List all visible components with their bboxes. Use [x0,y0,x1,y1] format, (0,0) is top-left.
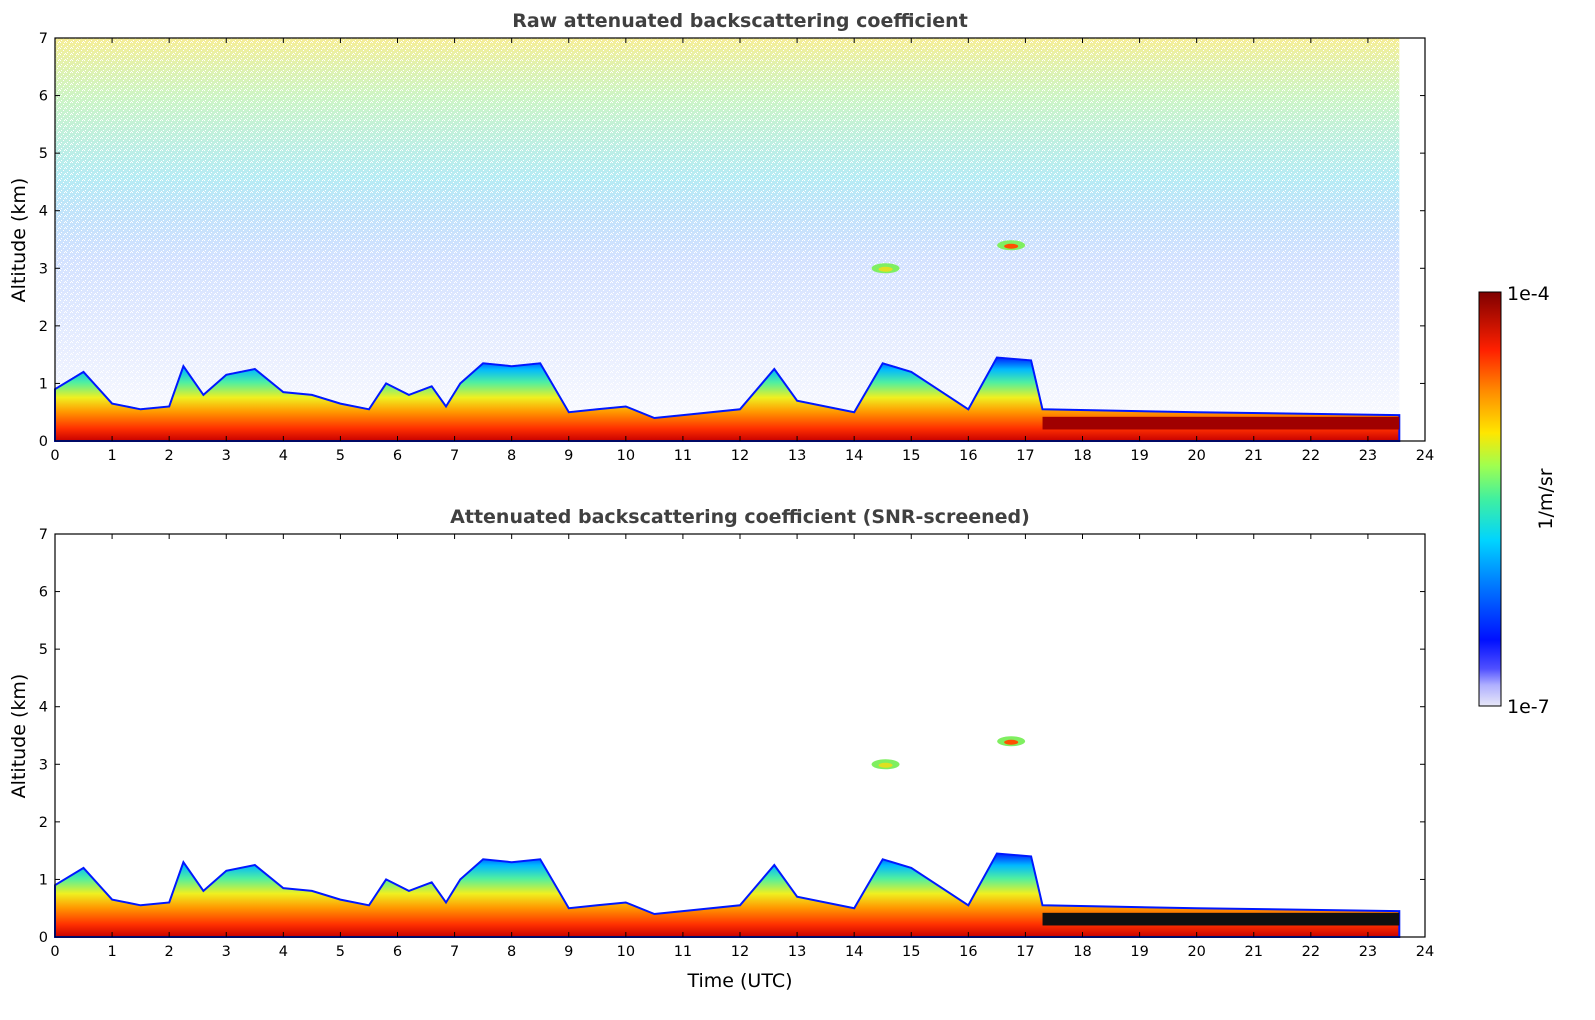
y-tick-label: 7 [39,527,48,543]
x-tick-label: 24 [1416,448,1434,464]
y-tick-label: 4 [39,700,48,716]
bottom-y-ticks: 0 1 2 3 4 5 6 7 [39,527,1425,946]
elevated-layer-core [878,762,893,768]
top-y-ticks: 0 1 2 3 4 5 6 7 [39,31,1425,450]
y-tick-label: 7 [39,31,48,47]
x-tick-label: 23 [1359,944,1377,960]
x-tick-label: 13 [788,944,806,960]
dense-aerosol-band [1042,416,1400,430]
top-x-ticks: 0 1 2 3 4 5 6 7 8 9 10 11 12 13 14 15 16 17 18 19 20 21 22 23 24 [50,38,1434,464]
top-chart-title: Raw attenuated backscattering coefficien… [512,10,968,32]
x-tick-label: 1 [107,944,116,960]
y-tick-label: 3 [39,757,48,773]
x-tick-label: 0 [50,448,59,464]
y-tick-label: 1 [39,872,48,888]
x-tick-label: 14 [845,448,863,464]
y-tick-label: 6 [39,89,48,105]
x-tick-label: 19 [1130,448,1148,464]
x-tick-label: 4 [279,448,288,464]
x-tick-label: 9 [564,448,573,464]
x-tick-label: 2 [165,944,174,960]
x-tick-label: 5 [336,448,345,464]
x-tick-label: 3 [222,448,231,464]
x-tick-label: 11 [674,448,692,464]
x-tick-label: 7 [450,448,459,464]
colorbar-min-label: 1e-7 [1507,696,1550,718]
colorbar-gradient [1478,291,1502,707]
colorbar-label: 1/m/sr [1535,468,1557,529]
bottom-x-ticks: 0 1 2 3 4 5 6 7 8 9 10 11 12 13 14 15 16 17 18 19 20 21 22 23 24 [50,534,1434,960]
colorbar-max-label: 1e-4 [1507,283,1550,305]
top-plot-area [54,38,1401,442]
x-tick-label: 12 [731,944,749,960]
x-tick-label: 21 [1245,944,1263,960]
x-tick-label: 17 [1016,448,1034,464]
top-y-axis-label: Altitude (km) [8,178,30,303]
y-tick-label: 6 [39,585,48,601]
x-tick-label: 2 [165,448,174,464]
dense-aerosol-band [1042,912,1400,926]
x-tick-label: 3 [222,944,231,960]
x-tick-label: 22 [1302,448,1320,464]
x-tick-label: 8 [507,448,516,464]
x-tick-label: 7 [450,944,459,960]
x-tick-label: 0 [50,944,59,960]
x-tick-label: 5 [336,944,345,960]
x-tick-label: 16 [959,944,977,960]
elevated-layer-core [1004,243,1019,249]
x-tick-label: 9 [564,944,573,960]
x-axis-label: Time (UTC) [686,970,792,992]
x-tick-label: 16 [959,448,977,464]
bottom-plot-area [54,736,1401,938]
y-tick-label: 0 [39,434,48,450]
elevated-layer-core [1004,739,1019,745]
x-tick-label: 23 [1359,448,1377,464]
x-tick-label: 18 [1073,944,1091,960]
x-tick-label: 4 [279,944,288,960]
x-tick-label: 18 [1073,448,1091,464]
y-tick-label: 5 [39,146,48,162]
x-tick-label: 17 [1016,944,1034,960]
x-tick-label: 14 [845,944,863,960]
x-tick-label: 1 [107,448,116,464]
snr-screened-panel: Attenuated backscattering coefficient (S… [8,506,1434,992]
y-tick-label: 3 [39,261,48,277]
x-tick-label: 13 [788,448,806,464]
x-tick-label: 15 [902,944,920,960]
y-tick-label: 1 [39,376,48,392]
x-tick-label: 19 [1130,944,1148,960]
bottom-y-axis-label: Altitude (km) [8,674,30,799]
y-tick-label: 2 [39,319,48,335]
y-tick-label: 4 [39,204,48,220]
x-tick-label: 10 [617,944,635,960]
background-noise-speckle [55,38,1400,441]
y-tick-label: 2 [39,815,48,831]
y-tick-label: 0 [39,930,48,946]
elevated-layer-core [878,266,893,272]
bottom-chart-title: Attenuated backscattering coefficient (S… [450,506,1030,528]
x-tick-label: 12 [731,448,749,464]
x-tick-label: 6 [393,944,402,960]
raw-backscatter-panel: Raw attenuated backscattering coefficien… [8,10,1434,464]
x-tick-label: 21 [1245,448,1263,464]
colorbar: 1e-4 1e-7 1/m/sr [1478,283,1557,718]
y-tick-label: 5 [39,642,48,658]
x-tick-label: 20 [1187,448,1205,464]
x-tick-label: 20 [1187,944,1205,960]
x-tick-label: 22 [1302,944,1320,960]
x-tick-label: 15 [902,448,920,464]
x-tick-label: 10 [617,448,635,464]
x-tick-label: 8 [507,944,516,960]
x-tick-label: 11 [674,944,692,960]
x-tick-label: 6 [393,448,402,464]
x-tick-label: 24 [1416,944,1434,960]
